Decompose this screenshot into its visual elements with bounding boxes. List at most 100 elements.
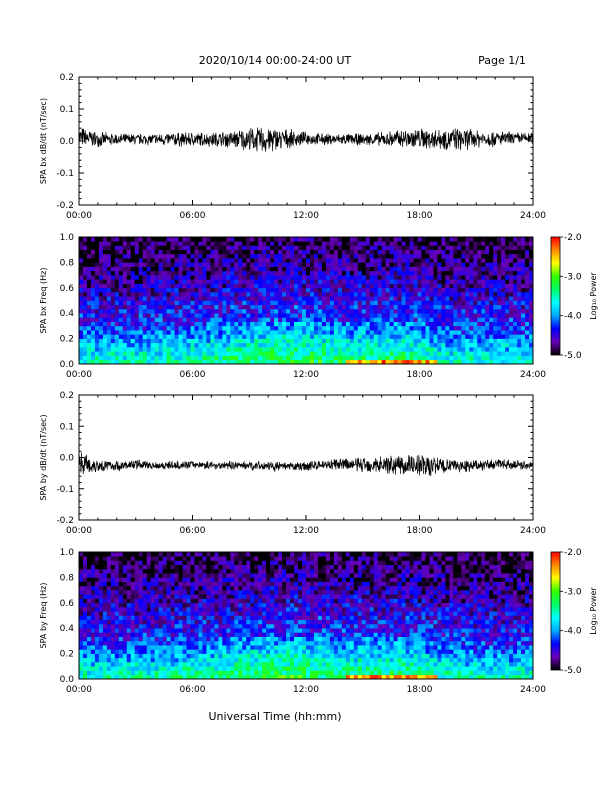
spectrogram-cell [246,304,251,310]
spectrogram-cell [365,321,371,327]
spectrogram-cell [270,245,275,250]
spectrogram-cell [162,674,167,680]
spectrogram-cell [453,292,458,297]
spectrogram-cell [86,296,92,301]
spectrogram-cell [82,623,88,629]
spectrogram-cell [298,266,303,272]
spectrogram-cell [166,640,171,646]
spectrogram-cell [126,602,132,608]
spectrogram-cell [110,266,116,272]
spectrogram-cell [182,674,187,680]
spectrogram-cell [250,325,255,331]
spectrogram-cell [433,330,438,335]
spectrogram-cell [401,245,406,250]
spectrogram-cell [258,266,263,272]
spectrogram-cell [198,581,203,587]
spectrogram-cell [461,355,466,361]
spectrogram-cell [146,237,151,242]
spectrogram-cell [238,292,243,297]
spectrogram-cell [337,317,343,322]
spectrogram-cell [286,258,291,263]
spectrogram-cell [122,594,128,599]
spectrogram-cell [102,674,108,680]
spectrogram-cell [369,313,374,318]
spectrogram-cell [473,304,478,310]
spectrogram-cell [509,287,514,293]
spectrogram-cell [405,351,410,356]
spectrogram-cell [170,334,175,339]
spectrogram-cell [190,568,195,574]
spectrogram-cell [90,266,96,272]
spectrogram-cell [306,342,311,348]
spectrogram-cell [441,253,446,259]
spectrogram-cell [106,649,112,654]
spectrogram-cell [365,296,371,301]
spectrogram-cell [517,313,522,318]
spectrogram-cell [82,598,88,604]
spectrogram-cell [170,568,175,574]
spectrogram-cell [349,258,355,263]
spectrogram-cell [130,577,136,582]
spectrogram-cell [489,304,494,310]
spectrogram-cell [202,619,207,625]
spectrogram-cell [489,241,494,246]
spectrogram-cell [365,258,371,263]
spectrogram-cell [529,338,534,344]
spectrogram-cell [401,279,406,284]
spectrogram-cell [473,330,478,335]
spectrogram-cell [118,585,124,591]
spectrogram-cell [226,308,231,314]
spectrogram-cell [309,313,315,318]
spectrogram-cell [218,552,223,557]
spectrogram-cell [497,334,502,339]
spectrogram-cell [298,283,303,289]
spectrogram-cell [274,283,279,289]
spectrogram-cell [361,342,367,348]
spectrogram-cell [329,317,335,322]
spectrogram-cell [146,607,151,612]
spectrogram-cell [79,296,84,301]
spectrogram-cell [114,351,120,356]
spectrogram-cell [82,338,88,344]
spectrogram-cell [106,611,112,616]
spectrogram-cell [405,321,410,327]
spectrogram-cell [449,296,454,301]
spectrogram-cell [345,308,351,314]
spectrogram-cell [130,283,136,289]
spectrogram-cell [170,657,175,663]
spectrogram-cell [198,342,203,348]
spectrogram-cell [146,674,151,680]
spectrogram-cell [206,657,211,663]
spectrogram-cell [489,253,494,259]
spectrogram-cell [385,308,390,314]
spectrogram-cell [521,334,526,339]
spectrogram-cell [381,296,386,301]
spectrogram-cell [146,258,151,263]
spectrogram-cell [186,342,191,348]
spectrogram-cell [182,296,187,301]
spectrogram-cell [333,300,339,306]
spectrogram-cell [126,296,132,301]
spectrogram-cell [178,292,183,297]
spectrogram-cell [194,351,199,356]
spectrogram-cell [357,279,363,284]
spectrogram-cell [266,249,271,255]
spectrogram-cell [405,270,410,276]
spectrogram-cell [481,342,486,348]
spectrogram-cell [114,607,120,612]
spectrogram-cell [242,275,247,280]
spectrogram-cell [278,338,283,344]
spectrogram-cell [234,292,239,297]
spectrogram-cell [345,359,351,365]
spectrogram-cell [190,308,195,314]
spectrogram-cell [138,262,144,267]
spectrogram-cell [190,640,195,646]
spectrogram-cell [98,253,104,259]
spectrogram-cell [158,636,163,642]
spectrogram-cell [190,262,195,267]
spectrogram-cell [485,275,490,280]
spectrogram-cell [186,253,191,259]
spectrogram-cell [158,237,163,242]
spectrogram-cell [282,304,287,310]
spectrogram-cell [529,262,534,267]
